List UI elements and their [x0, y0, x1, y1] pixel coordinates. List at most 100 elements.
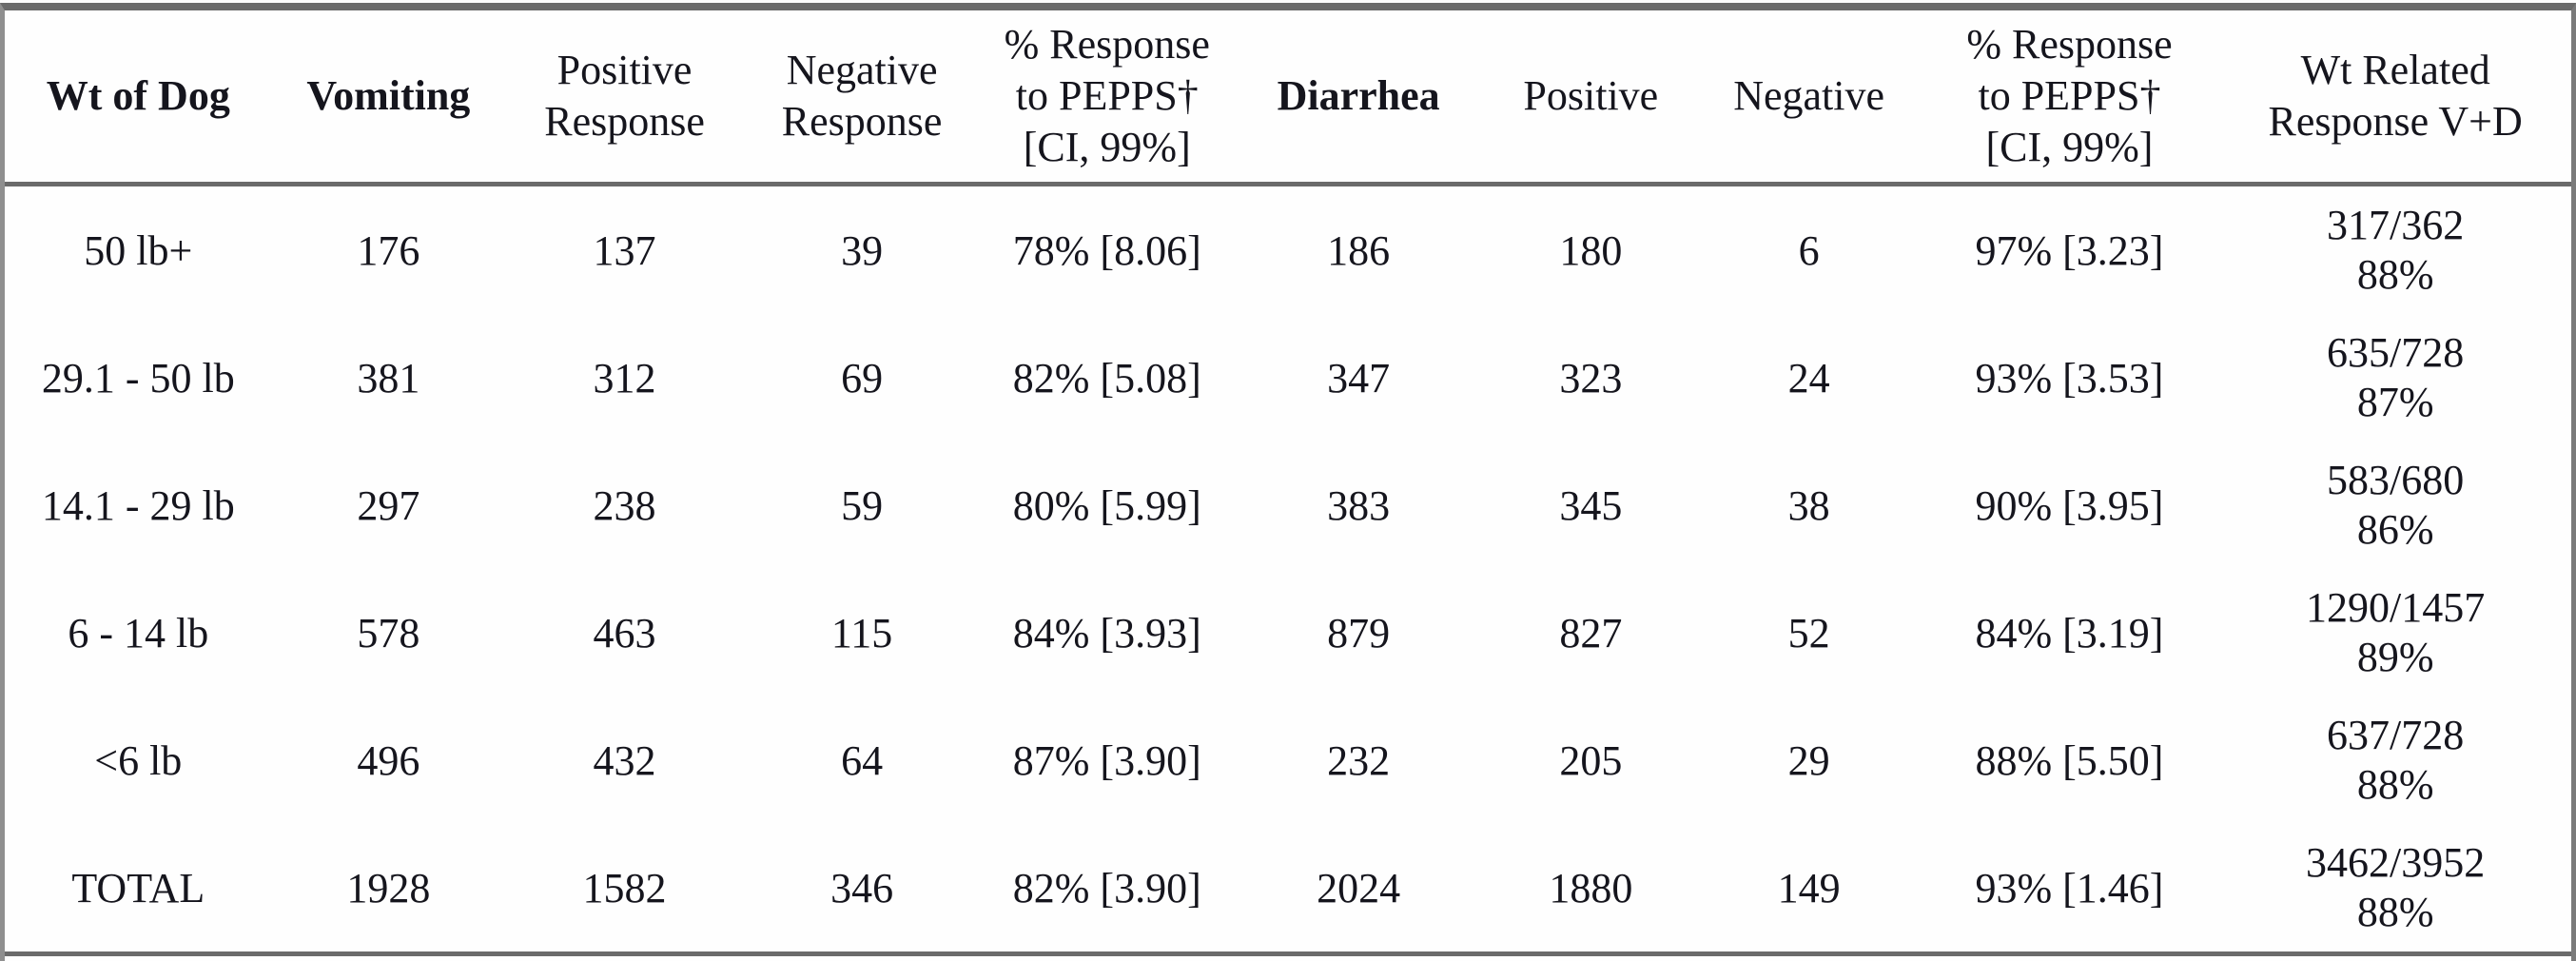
header-line: % Response — [1004, 21, 1210, 69]
cell-vomiting-positive: 137 — [593, 226, 656, 274]
header-line: Response — [781, 98, 943, 145]
cell-diarrhea-positive: 345 — [1559, 481, 1623, 529]
header-line: % Response — [1966, 21, 2173, 69]
table-row: 29.1 - 50 lb 381 312 69 82% [5.08] 347 3… — [5, 314, 2571, 441]
table-row: 14.1 - 29 lb 297 238 59 80% [5.99] 383 3… — [5, 441, 2571, 569]
cell-diarrhea-positive: 180 — [1559, 226, 1623, 274]
cell-diarrhea: 383 — [1327, 481, 1391, 529]
column-header-diarrhea: Diarrhea — [1234, 10, 1483, 186]
cell-wt-related-response: 1290/1457 89% — [2219, 569, 2571, 696]
header-line: Negative — [786, 47, 938, 94]
cell-vomiting-pct-response: 82% [5.08] — [1012, 354, 1201, 402]
cell-diarrhea-positive: 1880 — [1549, 864, 1633, 912]
cell-diarrhea-negative: 29 — [1787, 736, 1830, 784]
header-line: to PEPPS† — [1978, 72, 2161, 120]
wt-related-percent: 87% — [2356, 379, 2434, 425]
bottom-double-rule — [5, 951, 2571, 961]
table-sheet: Wt of Dog Vomiting Positive Response Neg… — [0, 3, 2576, 961]
cell-vomiting-pct-response: 80% [5.99] — [1012, 481, 1201, 529]
cell-vomiting: 381 — [357, 354, 420, 402]
wt-related-percent: 89% — [2356, 634, 2434, 680]
cell-vomiting: 496 — [357, 736, 420, 784]
header-line: Response — [544, 98, 705, 145]
wt-related-fraction: 583/680 — [2327, 457, 2465, 504]
cell-wt-of-dog: TOTAL — [71, 864, 205, 912]
cell-diarrhea-pct-response: 88% [5.50] — [1975, 736, 2164, 784]
cell-diarrhea-positive: 323 — [1559, 354, 1623, 402]
cell-vomiting: 176 — [357, 226, 420, 274]
header-line: Negative — [1733, 72, 1885, 120]
cell-vomiting-pct-response: 87% [3.90] — [1012, 736, 1201, 784]
cell-wt-of-dog: 50 lb+ — [84, 226, 193, 274]
header-row: Wt of Dog Vomiting Positive Response Neg… — [5, 10, 2571, 186]
cell-diarrhea-positive: 827 — [1559, 609, 1623, 657]
cell-vomiting-positive: 312 — [593, 354, 656, 402]
wt-related-percent: 86% — [2356, 506, 2434, 553]
cell-wt-related-response: 317/362 88% — [2219, 185, 2571, 315]
cell-diarrhea-pct-response: 97% [3.23] — [1975, 226, 2164, 274]
wt-related-fraction: 635/728 — [2327, 329, 2465, 377]
table-row: 6 - 14 lb 578 463 115 84% [3.93] 879 827… — [5, 569, 2571, 696]
cell-vomiting-positive: 432 — [593, 736, 656, 784]
column-header-wt-of-dog: Wt of Dog — [5, 10, 272, 186]
response-table: Wt of Dog Vomiting Positive Response Neg… — [5, 10, 2571, 951]
cell-vomiting: 1928 — [346, 864, 431, 912]
cell-wt-related-response: 637/728 88% — [2219, 696, 2571, 824]
header-line: Wt Related — [2300, 47, 2490, 94]
cell-vomiting: 297 — [357, 481, 420, 529]
cell-wt-of-dog: <6 lb — [94, 736, 183, 784]
cell-wt-of-dog: 14.1 - 29 lb — [41, 481, 235, 529]
cell-vomiting-negative: 64 — [841, 736, 884, 784]
cell-vomiting-pct-response: 82% [3.90] — [1012, 864, 1201, 912]
cell-vomiting-pct-response: 78% [8.06] — [1012, 226, 1201, 274]
cell-diarrhea-negative: 38 — [1787, 481, 1830, 529]
cell-diarrhea: 2024 — [1317, 864, 1401, 912]
wt-related-fraction: 637/728 — [2327, 712, 2465, 759]
wt-related-percent: 88% — [2356, 889, 2434, 935]
column-header-diarrhea-negative: Negative — [1698, 10, 1920, 186]
header-line: [CI, 99%] — [1985, 123, 2154, 170]
cell-vomiting-positive: 463 — [593, 609, 656, 657]
cell-vomiting-pct-response: 84% [3.93] — [1012, 609, 1201, 657]
cell-vomiting-negative: 39 — [841, 226, 884, 274]
table-row: <6 lb 496 432 64 87% [3.90] 232 205 29 8… — [5, 696, 2571, 824]
wt-related-fraction: 317/362 — [2327, 202, 2465, 249]
cell-diarrhea-negative: 6 — [1798, 226, 1820, 274]
header-line: to PEPPS† — [1015, 72, 1199, 120]
column-header-vomiting-pct-response: % Response to PEPPS† [CI, 99%] — [980, 10, 1235, 186]
column-header-vomiting: Vomiting — [271, 10, 506, 186]
cell-diarrhea-positive: 205 — [1559, 736, 1623, 784]
cell-diarrhea: 186 — [1327, 226, 1391, 274]
cell-diarrhea: 347 — [1327, 354, 1391, 402]
column-header-diarrhea-pct-response: % Response to PEPPS† [CI, 99%] — [1919, 10, 2220, 186]
cell-vomiting-positive: 1582 — [582, 864, 667, 912]
column-header-negative-response: Negative Response — [744, 10, 981, 186]
header-line: Positive — [1523, 72, 1659, 120]
cell-diarrhea-pct-response: 93% [1.46] — [1975, 864, 2164, 912]
wt-related-fraction: 3462/3952 — [2306, 839, 2486, 887]
cell-diarrhea-negative: 24 — [1787, 354, 1830, 402]
table-row: 50 lb+ 176 137 39 78% [8.06] 186 180 6 9… — [5, 185, 2571, 315]
header-line: Wt of Dog — [46, 72, 230, 120]
wt-related-percent: 88% — [2356, 251, 2434, 298]
cell-diarrhea-negative: 149 — [1777, 864, 1841, 912]
cell-wt-of-dog: 6 - 14 lb — [68, 609, 209, 657]
header-line: Positive — [556, 47, 693, 94]
header-line: Vomiting — [306, 72, 471, 120]
cell-diarrhea-pct-response: 84% [3.19] — [1975, 609, 2164, 657]
cell-wt-of-dog: 29.1 - 50 lb — [41, 354, 235, 402]
header-line: [CI, 99%] — [1023, 123, 1191, 170]
cell-diarrhea: 879 — [1327, 609, 1391, 657]
cell-diarrhea-negative: 52 — [1787, 609, 1830, 657]
cell-diarrhea: 232 — [1327, 736, 1391, 784]
column-header-diarrhea-positive: Positive — [1483, 10, 1699, 186]
cell-vomiting-positive: 238 — [593, 481, 656, 529]
wt-related-fraction: 1290/1457 — [2306, 584, 2486, 632]
wt-related-percent: 88% — [2356, 761, 2434, 808]
cell-vomiting: 578 — [357, 609, 420, 657]
cell-vomiting-negative: 69 — [841, 354, 884, 402]
cell-wt-related-response: 3462/3952 88% — [2219, 824, 2571, 951]
cell-diarrhea-pct-response: 90% [3.95] — [1975, 481, 2164, 529]
cell-wt-related-response: 583/680 86% — [2219, 441, 2571, 569]
